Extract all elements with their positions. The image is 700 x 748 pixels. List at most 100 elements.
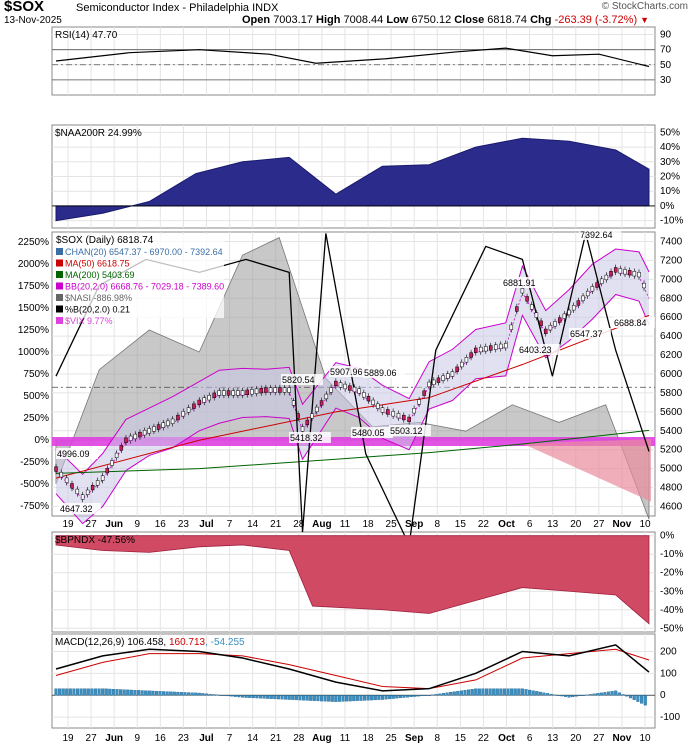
x-axis-label: 18 <box>362 519 374 530</box>
macd-histogram-bar <box>323 695 327 702</box>
candle-body <box>386 409 390 415</box>
macd-histogram-bar <box>614 690 618 696</box>
price-annotation-bg <box>518 344 560 355</box>
price-annotation: 4647.32 <box>60 504 93 514</box>
candle-body <box>637 271 641 278</box>
macd-histogram-bar <box>334 695 338 702</box>
macd-histogram-bar <box>266 695 270 699</box>
candle-body <box>282 387 287 393</box>
naa200r-tick-label: 40% <box>660 142 680 153</box>
macd-histogram-bar <box>58 688 62 696</box>
candle-body <box>119 445 124 451</box>
candle-body <box>427 381 431 388</box>
macd-histogram-bar <box>251 695 255 699</box>
price-tick-label: 7400 <box>660 236 683 247</box>
macd-histogram-bar <box>190 692 194 696</box>
bpndx-tick-label: 0% <box>660 531 675 542</box>
candle-body <box>534 312 539 318</box>
x-axis-label: Sep <box>405 733 423 744</box>
macd-histogram-bar <box>294 695 298 701</box>
macd-line <box>55 644 650 692</box>
macd-histogram-bar <box>83 688 87 696</box>
candle-body <box>417 399 421 405</box>
candle-body <box>268 387 273 393</box>
macd-histogram-bar <box>388 695 392 700</box>
macd-histogram-bar <box>502 688 507 696</box>
macd-histogram-bar <box>589 694 593 696</box>
macd-histogram-bar <box>280 695 284 700</box>
macd-histogram-bar <box>563 695 568 697</box>
macd-histogram-bar <box>459 690 463 696</box>
candle-body <box>642 282 646 289</box>
macd-histogram-bar <box>506 688 510 696</box>
legend-item: MA(50) 6618.75 <box>65 259 130 269</box>
price-annotation: 7392.64 <box>580 230 613 240</box>
x-axis-label: 23 <box>178 733 190 744</box>
stockcharts-logo: © StockCharts.com <box>601 1 688 12</box>
macd-histogram-bar <box>136 690 141 696</box>
candle-body <box>376 403 380 409</box>
candle-body <box>609 271 613 277</box>
x-axis-label: 15 <box>455 733 467 744</box>
price-annotation-bg <box>502 277 544 288</box>
x-axis-label: 13 <box>547 519 559 530</box>
macd-histogram-bar <box>140 690 144 696</box>
macd-histogram-bar <box>556 695 560 696</box>
candle-body <box>59 472 64 478</box>
macd-tick-label: 100 <box>660 668 677 679</box>
candle-body <box>186 407 191 413</box>
macd-histogram-bar <box>75 688 80 696</box>
price-annotation-bg <box>569 328 611 339</box>
macd-histogram-bar <box>291 695 295 700</box>
candle-body <box>352 386 357 393</box>
macd-histogram-bar <box>398 695 402 699</box>
candle-body <box>319 400 324 406</box>
candle-body <box>197 399 202 406</box>
macd-histogram-bar <box>316 695 320 702</box>
macd-histogram-bar <box>413 695 417 697</box>
candle-body <box>632 271 637 277</box>
x-axis-label: 20 <box>570 519 582 530</box>
macd-histogram-bar <box>273 695 277 700</box>
macd-histogram-bar <box>298 695 302 701</box>
rsi-tick-label: 90 <box>660 30 672 41</box>
macd-histogram-bar <box>126 689 130 696</box>
candle-body <box>441 375 445 381</box>
macd-histogram-bar <box>345 695 349 702</box>
macd-histogram-bar <box>230 695 234 697</box>
macd-title-part: MACD(12,26,9) 106.458, <box>55 637 169 648</box>
macd-histogram-bar <box>409 695 413 698</box>
x-axis-label: 14 <box>247 519 259 530</box>
price-annotation-bg <box>389 425 431 436</box>
macd-histogram-bar <box>380 695 385 700</box>
macd-histogram-bar <box>219 695 223 696</box>
candle-body <box>226 390 231 396</box>
price-annotation-bg <box>289 432 331 443</box>
candle-body <box>124 437 128 443</box>
x-axis-label: 25 <box>386 519 398 530</box>
candle-body <box>161 422 166 428</box>
candle-body <box>357 388 361 394</box>
macd-histogram-bar <box>348 695 352 702</box>
price-title: $SOX (Daily) 6818.74 <box>56 235 154 246</box>
macd-histogram-bar <box>391 695 395 699</box>
naa200r-tick-label: 30% <box>660 157 680 168</box>
macd-histogram-bar <box>545 693 550 696</box>
candle-body <box>623 269 627 275</box>
candle-body <box>455 366 459 372</box>
macd-histogram-bar <box>636 695 640 702</box>
close-value: 6818.74 <box>487 14 528 26</box>
macd-histogram-bar <box>197 692 201 696</box>
macd-histogram-bar <box>309 695 313 701</box>
macd-title-part: 160.713 <box>169 637 206 648</box>
price-annotation-bg <box>579 229 621 240</box>
candle-body <box>114 452 119 459</box>
naa200r-tick-label: 50% <box>660 127 680 138</box>
macd-histogram-bar <box>585 694 589 696</box>
candle-body <box>474 347 478 353</box>
x-axis-label: Aug <box>312 733 331 744</box>
candle-body <box>64 477 69 483</box>
macd-histogram-bar <box>330 695 334 702</box>
macd-histogram-bar <box>154 690 158 696</box>
